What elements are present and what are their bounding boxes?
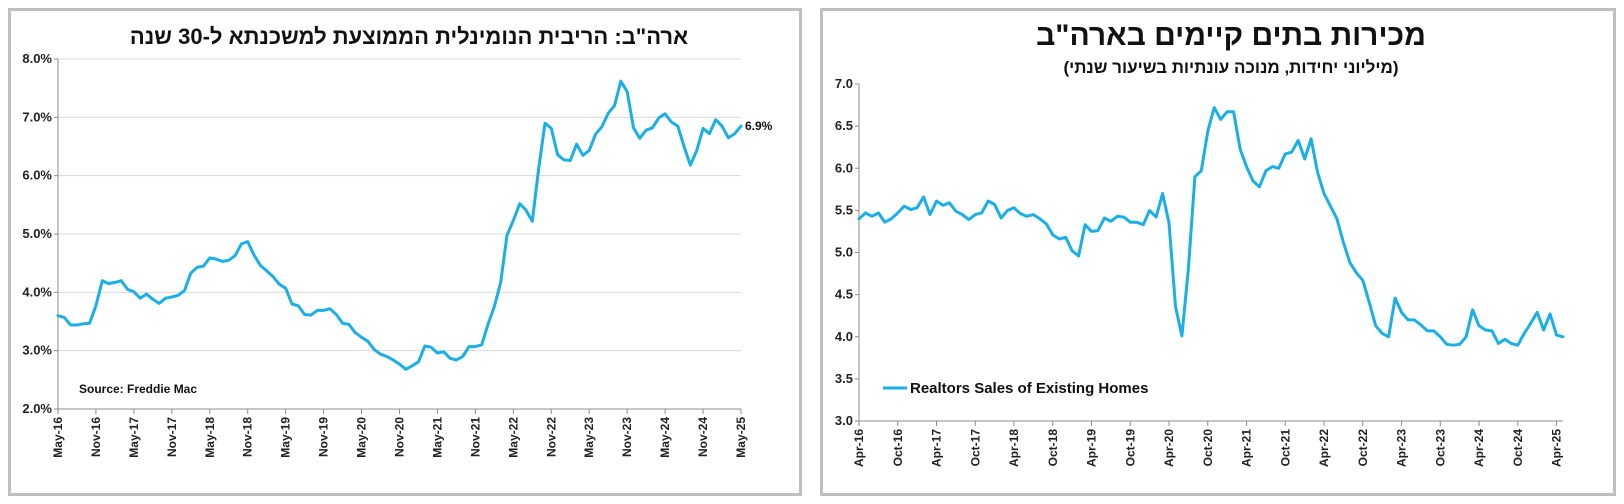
mortgage-rate-chart: ארה"ב: הריבית הנומינלית הממוצעת למשכנתא …: [22, 24, 773, 458]
y-tick-label: 2.0%: [22, 401, 52, 416]
x-tick-label: Oct-19: [1123, 429, 1137, 467]
legend-label: Realtors Sales of Existing Homes: [910, 380, 1148, 397]
legend: Realtors Sales of Existing Homes: [883, 380, 1148, 397]
x-tick-label: Apr-22: [1317, 429, 1331, 467]
x-tick-label: Apr-19: [1085, 429, 1099, 467]
chart-subtitle: (מיליוני יחידות, מנוכה עונתיות בשיעור שנ…: [1063, 58, 1398, 77]
x-tick-label: May-16: [51, 417, 65, 458]
x-tick-label: Oct-16: [891, 429, 905, 467]
x-tick-label: May-25: [734, 417, 748, 458]
existing-home-sales-chart: מכירות בתים קיימים בארה"ב (מיליוני יחידו…: [835, 19, 1565, 467]
y-tick-label: 5.0%: [22, 226, 52, 241]
x-tick-label: Apr-18: [1007, 429, 1021, 467]
x-tick-label: Nov-20: [393, 417, 407, 457]
x-tick-label: Oct-23: [1433, 429, 1447, 467]
x-tick-label: Apr-16: [852, 429, 866, 467]
x-tick-label: Oct-18: [1046, 429, 1060, 467]
x-tick-label: Oct-24: [1511, 429, 1525, 467]
x-tick-label: May-21: [430, 417, 444, 458]
x-tick-label: Nov-16: [89, 417, 103, 457]
chart-title: מכירות בתים קיימים בארה"ב: [1036, 19, 1426, 52]
existing-home-sales-line: [857, 106, 1565, 347]
x-tick-label: May-22: [506, 417, 520, 458]
y-tick-label: 4.0%: [22, 284, 52, 299]
y-tick-label: 4.0: [835, 329, 853, 344]
x-tick-label: Apr-21: [1240, 429, 1254, 467]
y-tick-label: 3.0: [835, 413, 853, 428]
y-tick-label: 3.0%: [22, 343, 52, 358]
x-tick-label: May-19: [279, 417, 293, 458]
x-tick-label: Apr-23: [1395, 429, 1409, 467]
x-tick-label: Oct-21: [1278, 429, 1292, 467]
y-tick-label: 6.5: [835, 118, 853, 133]
y-tick-label: 8.0%: [22, 51, 52, 66]
x-tick-label: Apr-25: [1550, 429, 1564, 467]
source-annotation: Source: Freddie Mac: [79, 382, 197, 396]
x-tick-label: Nov-21: [468, 417, 482, 457]
mortgage-rate-chart-panel: ארה"ב: הריבית הנומינלית הממוצעת למשכנתא …: [8, 8, 802, 496]
chart-title: ארה"ב: הריבית הנומינלית הממוצעת למשכנתא …: [130, 24, 688, 49]
x-tick-label: Oct-17: [968, 429, 982, 467]
y-tick-label: 5.5: [835, 202, 853, 217]
x-tick-label: Nov-22: [544, 417, 558, 457]
x-tick-label: Nov-18: [241, 417, 255, 457]
x-tick-label: Nov-17: [165, 417, 179, 457]
x-tick-label: May-17: [127, 417, 141, 458]
y-tick-label: 4.5: [835, 287, 853, 302]
x-tick-label: May-18: [203, 417, 217, 458]
existing-home-sales-chart-panel: מכירות בתים קיימים בארה"ב (מיליוני יחידו…: [820, 8, 1616, 496]
x-tick-label: Nov-23: [620, 417, 634, 457]
x-tick-label: Oct-20: [1201, 429, 1215, 467]
y-tick-label: 6.0: [835, 160, 853, 175]
y-tick-label: 7.0: [835, 76, 853, 91]
x-tick-label: May-20: [355, 417, 369, 458]
x-tick-label: Apr-17: [930, 429, 944, 467]
y-tick-label: 3.5: [835, 371, 853, 386]
x-tick-label: May-24: [658, 417, 672, 458]
y-tick-label: 6.0%: [22, 168, 52, 183]
y-tick-label: 7.0%: [22, 109, 52, 124]
y-tick-label: 5.0: [835, 245, 853, 260]
x-tick-label: Nov-19: [317, 417, 331, 457]
x-tick-label: Apr-20: [1162, 429, 1176, 467]
x-tick-label: Oct-22: [1356, 429, 1370, 467]
x-tick-label: May-23: [582, 417, 596, 458]
last-value-label: 6.9%: [745, 119, 773, 133]
x-tick-label: Nov-24: [696, 417, 710, 457]
mortgage-rate-line: [56, 79, 743, 371]
x-tick-label: Apr-24: [1472, 429, 1486, 467]
